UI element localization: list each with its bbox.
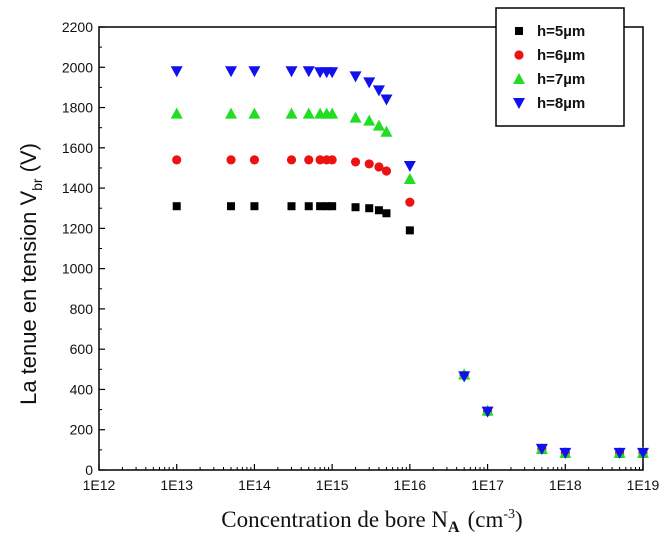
x-tick-label: 1E18: [549, 477, 582, 493]
data-point: [172, 155, 182, 165]
data-point: [170, 107, 183, 119]
data-point: [351, 203, 360, 212]
legend-marker: [513, 98, 525, 109]
data-point: [458, 371, 471, 383]
data-point: [403, 160, 416, 172]
data-point: [326, 107, 339, 119]
legend-marker: [513, 73, 525, 84]
legend-entry: h=5µm: [515, 23, 585, 40]
y-tick-label: 800: [70, 301, 94, 317]
data-point: [327, 155, 337, 165]
data-point: [374, 206, 383, 215]
data-point: [170, 66, 183, 78]
legend-label: h=5µm: [537, 23, 585, 40]
data-point: [248, 66, 261, 78]
data-point: [248, 107, 261, 119]
legend-label: h=8µm: [537, 95, 585, 112]
y-tick-label: 1000: [62, 261, 93, 277]
legend-marker: [514, 50, 524, 60]
data-point: [380, 94, 393, 106]
y-axis: 0 200 400 600 800 1000 1200 1400 1600 1800 2000 220…: [62, 19, 105, 478]
data-point: [225, 107, 238, 119]
y-tick-label: 400: [70, 381, 94, 397]
data-point: [302, 66, 315, 78]
y-tick-label: 1400: [62, 180, 93, 196]
legend-marker: [515, 27, 523, 35]
y-tick-label: 2200: [62, 19, 93, 35]
data-point: [287, 202, 296, 211]
data-point: [380, 125, 393, 137]
data-point: [365, 204, 374, 213]
legend-entry: h=6µm: [514, 47, 585, 64]
y-tick-label: 600: [70, 341, 94, 357]
data-point: [382, 209, 391, 218]
data-point: [349, 111, 362, 123]
data-point: [403, 173, 416, 185]
data-point: [227, 202, 236, 211]
y-tick-label: 1800: [62, 100, 93, 116]
legend-label: h=7µm: [537, 71, 585, 88]
legend-entry: h=8µm: [513, 95, 585, 112]
data-point: [350, 157, 361, 167]
x-tick-label: 1E19: [627, 477, 660, 493]
x-tick-label: 1E17: [471, 477, 504, 493]
data-point: [637, 447, 649, 459]
data-point: [481, 406, 494, 418]
data-point: [405, 226, 414, 235]
data-point: [559, 447, 572, 459]
data-point: [226, 155, 236, 165]
data-point: [286, 155, 297, 165]
data-point: [381, 166, 392, 176]
x-tick-label: 1E13: [160, 477, 193, 493]
legend: h=5µm h=6µm h=7µm h=8µm: [495, 7, 625, 127]
data-point: [304, 155, 314, 165]
data-point: [285, 107, 298, 119]
data-point: [349, 71, 362, 83]
data-point: [315, 155, 325, 165]
data-point: [172, 202, 181, 211]
x-tick-label: 1E14: [238, 477, 271, 493]
x-tick-label: 1E12: [83, 477, 116, 493]
y-tick-label: 1600: [62, 140, 93, 156]
series-2: [172, 155, 648, 458]
series-4: [170, 66, 649, 459]
data-point: [316, 202, 325, 211]
data-point: [328, 202, 337, 211]
data-point: [326, 67, 339, 79]
x-axis-label: Concentration de bore NA (cm-3): [221, 507, 522, 536]
legend-label: h=6µm: [537, 47, 585, 64]
y-tick-label: 200: [70, 422, 94, 438]
data-point: [322, 202, 331, 211]
data-point: [364, 159, 374, 169]
data-point: [613, 447, 626, 459]
data-point: [249, 155, 260, 165]
data-point: [225, 66, 238, 78]
data-point: [250, 202, 259, 211]
data-markers: [170, 66, 649, 459]
x-axis: 1E12 1E13 1E14 1E15 1E16 1E17 1E18 1E19: [83, 464, 660, 493]
data-point: [372, 85, 385, 97]
x-tick-label: 1E15: [316, 477, 349, 493]
data-point: [374, 162, 384, 172]
data-point: [405, 197, 415, 207]
data-point: [363, 77, 376, 89]
data-point: [304, 202, 313, 211]
legend-entry: h=7µm: [513, 71, 585, 88]
y-tick-label: 0: [85, 462, 93, 478]
data-point: [372, 119, 385, 131]
y-tick-label: 1200: [62, 220, 93, 236]
x-tick-label: 1E16: [394, 477, 427, 493]
data-point: [285, 66, 298, 78]
data-point: [302, 107, 315, 119]
data-point: [363, 114, 376, 126]
y-axis-label: La tenue en tension Vbr(V): [16, 143, 45, 405]
data-point: [535, 443, 548, 455]
y-tick-label: 2000: [62, 59, 93, 75]
